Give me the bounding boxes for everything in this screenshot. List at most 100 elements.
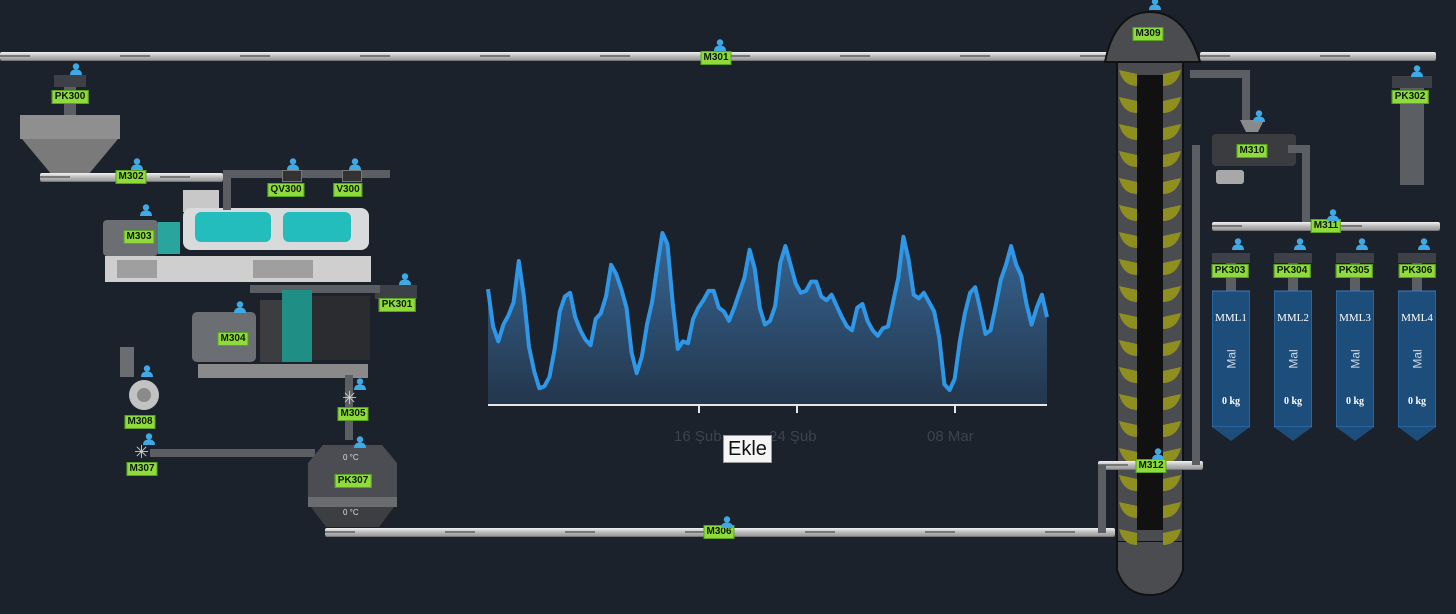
elevator-bucket <box>1119 475 1137 491</box>
tag-pk301[interactable]: PK301 <box>378 298 416 312</box>
chart-series-line <box>486 231 1049 392</box>
tag-m311[interactable]: M311 <box>1310 219 1342 233</box>
tank-mml3[interactable] <box>1335 253 1375 441</box>
tag-pk307[interactable]: PK307 <box>334 474 372 488</box>
elevator-bucket <box>1163 178 1181 194</box>
operator-icon[interactable] <box>1151 447 1165 460</box>
elevator-bucket <box>1163 313 1181 329</box>
operator-icon[interactable] <box>139 203 153 216</box>
fan-m308[interactable] <box>118 345 163 410</box>
operator-icon[interactable] <box>1231 237 1245 250</box>
operator-icon[interactable] <box>286 157 300 170</box>
tag-m302[interactable]: M302 <box>115 170 147 184</box>
tank-mml4-graphic <box>1397 253 1437 441</box>
operator-icon[interactable] <box>1355 237 1369 250</box>
mixer-m303-graphic <box>103 190 371 282</box>
elevator-m309[interactable] <box>1095 10 1205 600</box>
hopper-pk300-graphic <box>20 75 120 175</box>
star-valve-m307-icon: ✳ <box>134 442 150 462</box>
operator-icon[interactable] <box>130 157 144 170</box>
elevator-bucket <box>1119 340 1137 356</box>
elevator-bucket <box>1119 70 1137 86</box>
tag-m306[interactable]: M306 <box>703 525 735 539</box>
feed-pipe-qv300 <box>225 170 390 178</box>
tag-pk300[interactable]: PK300 <box>51 90 89 104</box>
tag-pk302[interactable]: PK302 <box>1391 90 1429 104</box>
tank-mml4-weight: 0 kg <box>1407 396 1427 407</box>
elevator-bucket <box>1163 448 1181 464</box>
tag-pk306[interactable]: PK306 <box>1398 264 1436 278</box>
elevator-bucket <box>1119 124 1137 140</box>
elevator-bucket <box>1119 259 1137 275</box>
add-button[interactable]: Ekle <box>723 435 772 463</box>
operator-icon[interactable] <box>353 435 367 448</box>
chart-tick-label-2: 24 Şub <box>769 428 817 445</box>
tank-mml3-label: Mal <box>1348 349 1363 369</box>
hopper-pk300[interactable] <box>20 75 120 175</box>
pipe-m310-down <box>1302 145 1310 225</box>
tag-pk305[interactable]: PK305 <box>1335 264 1373 278</box>
operator-icon[interactable] <box>1410 64 1424 77</box>
tag-m309[interactable]: M309 <box>1132 27 1164 41</box>
tag-m312[interactable]: M312 <box>1135 459 1167 473</box>
operator-icon[interactable] <box>140 364 154 377</box>
elevator-bucket <box>1163 529 1181 545</box>
operator-icon[interactable] <box>398 272 412 285</box>
operator-icon[interactable] <box>1252 109 1266 122</box>
chute-m310 <box>1190 70 1250 78</box>
tag-m310[interactable]: M310 <box>1236 144 1268 158</box>
operator-icon[interactable] <box>69 62 83 75</box>
pipe-m307 <box>150 449 315 457</box>
pipe-m310-out <box>1288 145 1310 153</box>
elevator-bucket <box>1163 259 1181 275</box>
elevator-bucket <box>1119 205 1137 221</box>
operator-icon[interactable] <box>233 300 247 313</box>
elevator-bucket <box>1119 151 1137 167</box>
valve-qv300[interactable] <box>282 170 302 182</box>
elevator-bucket <box>1119 529 1137 545</box>
tag-m304[interactable]: M304 <box>217 332 249 346</box>
bin-pk301[interactable] <box>375 285 417 299</box>
elevator-bucket <box>1119 286 1137 302</box>
tag-m303[interactable]: M303 <box>123 230 155 244</box>
pipe-pk301 <box>250 285 380 293</box>
tag-m305[interactable]: M305 <box>337 407 369 421</box>
conveyor-m301-right[interactable] <box>1200 52 1436 60</box>
tag-pk303[interactable]: PK303 <box>1211 264 1249 278</box>
elevator-bucket <box>1119 232 1137 248</box>
elevator-bucket <box>1119 178 1137 194</box>
press-m304[interactable] <box>190 290 375 380</box>
feed-drop-qv300 <box>223 170 231 210</box>
tag-m308[interactable]: M308 <box>124 415 156 429</box>
elevator-bucket <box>1163 340 1181 356</box>
tag-m301[interactable]: M301 <box>700 51 732 65</box>
operator-icon[interactable] <box>142 432 156 445</box>
operator-icon[interactable] <box>1326 208 1340 221</box>
operator-icon[interactable] <box>1293 237 1307 250</box>
conveyor-m301[interactable] <box>0 52 1115 60</box>
operator-icon[interactable] <box>713 38 727 51</box>
tag-m307[interactable]: M307 <box>126 462 158 476</box>
operator-icon[interactable] <box>1417 237 1431 250</box>
mixer-m303[interactable] <box>103 190 375 285</box>
tank-mml3-weight: 0 kg <box>1345 396 1365 407</box>
tank-mml2-weight: 0 kg <box>1283 396 1303 407</box>
elevator-bucket <box>1163 367 1181 383</box>
cooler-pk307[interactable] <box>305 445 400 530</box>
operator-icon[interactable] <box>1148 0 1162 10</box>
tag-pk304[interactable]: PK304 <box>1273 264 1311 278</box>
elevator-bucket <box>1119 502 1137 518</box>
elevator-bucket <box>1163 205 1181 221</box>
tag-qv300[interactable]: QV300 <box>267 183 305 197</box>
operator-icon[interactable] <box>353 377 367 390</box>
operator-icon[interactable] <box>348 157 362 170</box>
bin-pk302[interactable] <box>1392 76 1432 88</box>
chart-area-fill <box>488 233 1047 405</box>
tank-mml4-name: MML4 <box>1401 312 1433 324</box>
star-valve-m305-icon: ✳ <box>342 388 358 408</box>
tag-v300[interactable]: V300 <box>333 183 363 197</box>
elevator-bucket <box>1163 124 1181 140</box>
operator-icon[interactable] <box>720 515 734 528</box>
valve-v300[interactable] <box>342 170 362 182</box>
tank-mml4[interactable] <box>1397 253 1437 441</box>
